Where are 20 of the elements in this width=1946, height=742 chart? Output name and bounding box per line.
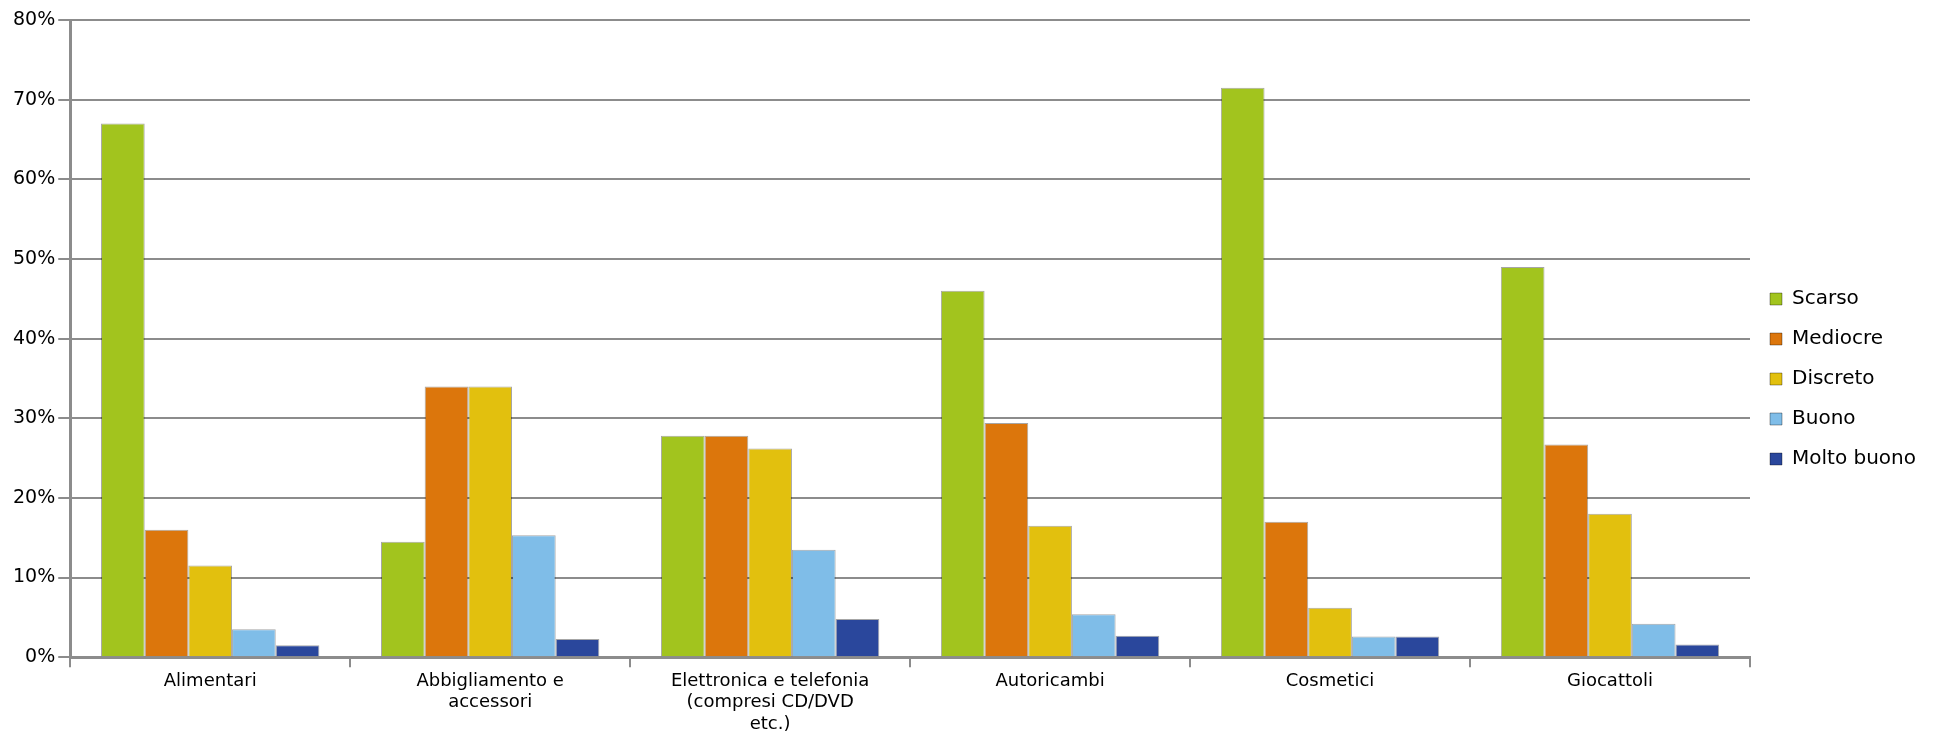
y-tick-label: 10% — [13, 564, 56, 587]
y-tick-label: 50% — [13, 245, 56, 268]
y-tick-label: 70% — [13, 86, 56, 109]
y-tick-label: 60% — [13, 166, 56, 189]
y-tick-label: 20% — [13, 484, 56, 507]
x-tick-label: Elettronica e telefonia (compresi CD/DVD etc.) — [670, 668, 870, 733]
legend-label: Molto buono — [1792, 445, 1917, 470]
x-tick-label: Giocattoli — [1567, 668, 1654, 690]
legend-label: Buono — [1792, 405, 1856, 430]
y-tick-label: 0% — [25, 644, 56, 667]
legend-label: Mediocre — [1792, 325, 1884, 350]
x-tick-label: Alimentari — [163, 668, 257, 690]
x-tick-label: Abbigliamento e accessori — [416, 668, 564, 712]
y-tick-label: 80% — [13, 6, 56, 29]
legend-label: Discreto — [1792, 365, 1875, 390]
legend-label: Scarso — [1792, 285, 1859, 310]
y-tick-label: 30% — [13, 405, 56, 428]
x-tick-label: Cosmetici — [1285, 668, 1375, 690]
x-tick-label: Autoricambi — [995, 668, 1105, 690]
y-tick-label: 40% — [13, 325, 56, 348]
